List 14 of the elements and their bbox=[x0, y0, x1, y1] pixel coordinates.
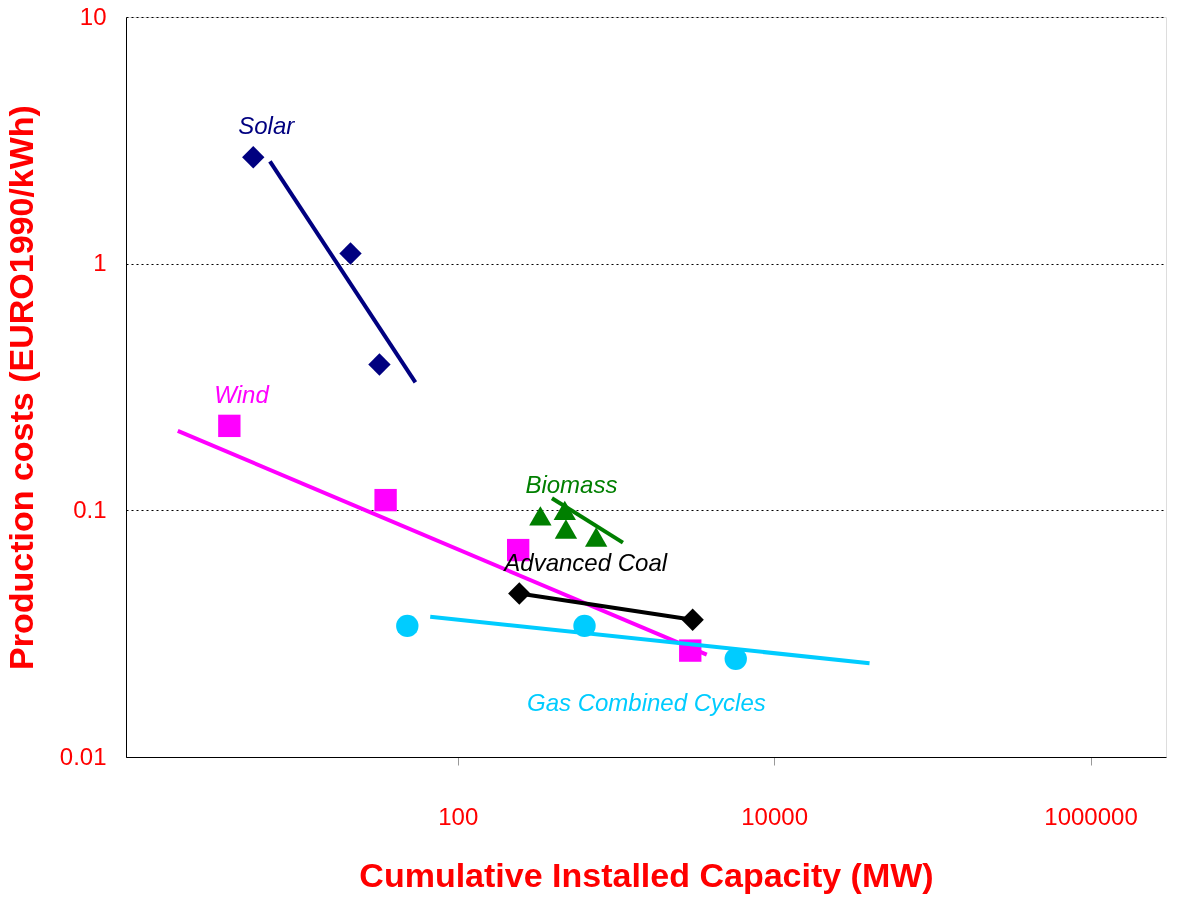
x-tick-label: 1000000 bbox=[1044, 802, 1138, 830]
x-tick-label: 10000 bbox=[741, 802, 808, 830]
y-tick-label: 10 bbox=[79, 2, 107, 30]
x-tick-label: 100 bbox=[438, 802, 479, 830]
series-label: Gas Combined Cycles bbox=[526, 688, 766, 716]
series-label: Solar bbox=[238, 112, 296, 140]
series-label: Advanced Coal bbox=[502, 548, 668, 576]
series-label: Biomass bbox=[525, 470, 618, 498]
y-tick-label: 1 bbox=[93, 249, 107, 277]
y-tick-label: 0.01 bbox=[59, 742, 107, 770]
y-tick-label: 0.1 bbox=[73, 495, 107, 523]
series-label: Wind bbox=[214, 380, 270, 408]
x-axis-title: Cumulative Installed Capacity (MW) bbox=[359, 855, 934, 894]
y-axis-title: Production costs (EURO1990/kWh) bbox=[1, 105, 40, 670]
